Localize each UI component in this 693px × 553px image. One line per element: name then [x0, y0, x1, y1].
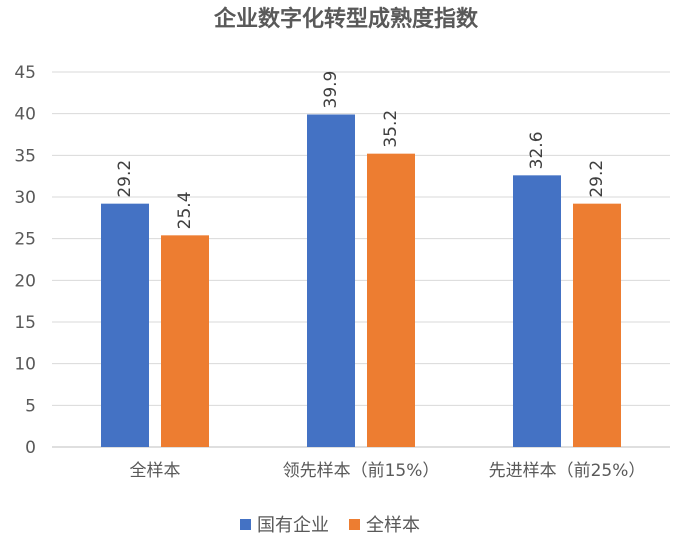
- x-category-label: 领先样本（前15%）: [283, 461, 440, 481]
- legend-label: 全样本: [366, 515, 420, 536]
- bar: [101, 203, 149, 447]
- y-tick-label: 40: [14, 105, 36, 125]
- y-tick-label: 15: [14, 313, 36, 333]
- y-tick-label: 20: [14, 271, 36, 291]
- data-label: 29.2: [587, 160, 607, 198]
- data-label: 32.6: [527, 131, 547, 169]
- grid-lines: [52, 71, 670, 448]
- bars: [101, 114, 621, 448]
- data-label: 29.2: [115, 160, 135, 198]
- data-labels: 29.2 25.4 39.9 35.2 32.6 29.2: [115, 71, 607, 230]
- bar: [573, 203, 621, 447]
- legend: 国有企业 全样本: [240, 515, 420, 536]
- y-tick-label: 0: [25, 438, 36, 458]
- data-label: 25.4: [175, 191, 195, 229]
- legend-swatch: [240, 519, 251, 530]
- chart-title: 企业数字化转型成熟度指数: [213, 6, 479, 32]
- y-tick-label: 45: [14, 63, 36, 83]
- y-tick-label: 25: [14, 230, 36, 250]
- bar: [513, 175, 561, 448]
- x-category-label: 全样本: [130, 461, 181, 481]
- data-label: 39.9: [321, 71, 341, 109]
- bar: [307, 114, 355, 447]
- y-axis-ticks: 0 5 10 15 20 25 30 35 40 45: [14, 63, 36, 458]
- data-label: 35.2: [381, 110, 401, 148]
- legend-label: 国有企业: [257, 515, 329, 536]
- x-category-label: 先进样本（前25%）: [489, 461, 646, 481]
- bar: [367, 153, 415, 447]
- legend-swatch: [349, 519, 360, 530]
- y-tick-label: 5: [25, 396, 36, 416]
- y-tick-label: 35: [14, 146, 36, 166]
- y-tick-label: 10: [14, 355, 36, 375]
- x-axis-categories: 全样本 领先样本（前15%） 先进样本（前25%）: [130, 461, 646, 481]
- y-tick-label: 30: [14, 188, 36, 208]
- bar: [161, 235, 209, 447]
